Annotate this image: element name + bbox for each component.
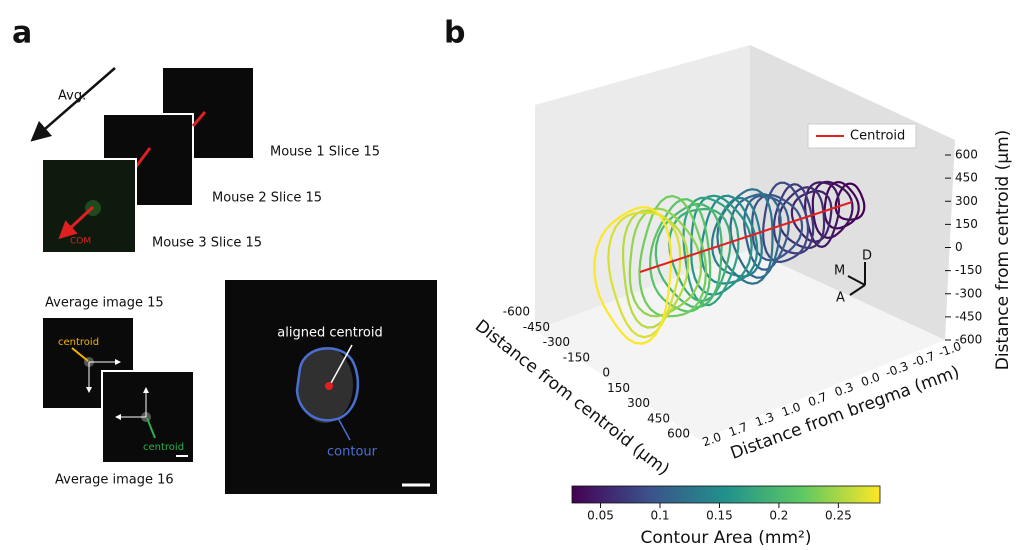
slice-label: Mouse 1 Slice 15	[270, 145, 380, 160]
figure: a Avg. COM Mouse 1 Slice 15 Mouse 2 Slic…	[0, 0, 1016, 550]
tick-label: 600	[667, 427, 690, 441]
slice-label: Mouse 3 Slice 15	[152, 236, 262, 251]
tick-label: -300	[955, 286, 982, 300]
centroid-label: centroid	[143, 442, 184, 453]
centroid-dot	[325, 382, 333, 390]
tick-label: -1.0	[936, 339, 963, 360]
tick-label: -150	[955, 263, 982, 277]
tick-label: 450	[955, 171, 978, 185]
colorbar-tick-label: 0.05	[587, 509, 614, 523]
panel-label: a	[12, 16, 32, 51]
arrow-label: Avg.	[58, 89, 86, 104]
colorbar-title: Contour Area (mm²)	[640, 528, 811, 548]
image-label: Average image 16	[55, 473, 174, 488]
legend-label: Centroid	[850, 129, 905, 144]
tick-label: 300	[627, 396, 650, 410]
tick-label: 450	[647, 411, 670, 425]
colorbar-tick-label: 0.15	[706, 509, 733, 523]
image-label: Average image 15	[45, 296, 164, 311]
aligned-centroid-label: aligned centroid	[277, 326, 382, 341]
colorbar-tick-label: 0.1	[650, 509, 669, 523]
slice-label: Mouse 2 Slice 15	[212, 191, 322, 206]
colorbar	[572, 486, 880, 503]
tick-label: -600	[503, 305, 530, 319]
tick-label: 300	[955, 194, 978, 208]
panel-label: b	[444, 16, 465, 51]
tick-label: -450	[523, 320, 550, 334]
orient-label: M	[834, 264, 845, 279]
tick-label: 600	[955, 148, 978, 162]
colorbar-tick-label: 0.25	[825, 509, 852, 523]
orient-label: A	[836, 291, 845, 306]
axis-title: Distance from centroid (μm)	[993, 130, 1013, 371]
centroid-label: centroid	[58, 337, 99, 348]
colorbar-tick-label: 0.2	[769, 509, 788, 523]
tick-label: 0	[602, 366, 610, 380]
com-label: COM	[70, 237, 91, 247]
contour-label: contour	[327, 445, 378, 460]
tick-label: -300	[543, 335, 570, 349]
orient-label: D	[862, 249, 872, 264]
tick-label: 150	[955, 217, 978, 231]
tick-label: 150	[607, 381, 630, 395]
tick-label: -150	[563, 350, 590, 364]
tick-label: -450	[955, 309, 982, 323]
tick-label: 0	[955, 240, 963, 254]
